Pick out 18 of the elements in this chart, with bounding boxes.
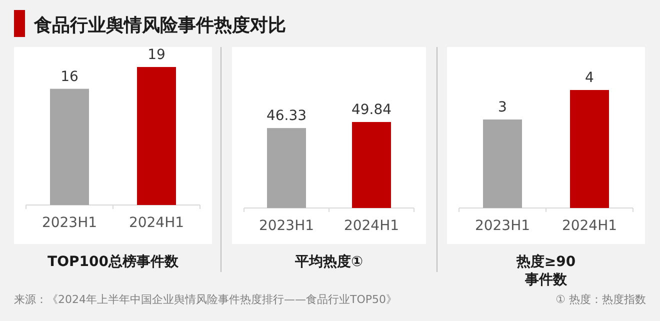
data-label: 16 bbox=[60, 68, 78, 85]
source-note: 来源：《2024年上半年中国企业舆情风险事件热度排行——食品行业TOP50》 bbox=[14, 293, 398, 306]
x-tick-label: 2024H1 bbox=[128, 215, 184, 231]
x-axis-title: 平均热度① bbox=[294, 253, 364, 270]
data-label: 3 bbox=[498, 100, 507, 116]
x-tick-label: 2023H1 bbox=[42, 215, 98, 231]
x-tick-label: 2023H1 bbox=[258, 218, 314, 234]
data-label: 19 bbox=[148, 47, 166, 63]
x-axis-title: TOP100总榜事件数 bbox=[48, 253, 180, 270]
x-tick-label: 2023H1 bbox=[474, 218, 530, 234]
text: 食品行业舆情风险事件热度对比 bbox=[33, 15, 286, 36]
x-tick-label: 2024H1 bbox=[344, 218, 400, 234]
data-label: 46.33 bbox=[266, 108, 307, 124]
x-axis-title: 热度≥90 事件数 bbox=[515, 253, 576, 288]
x-tick-label: 2024H1 bbox=[562, 218, 618, 234]
data-label: 49.84 bbox=[351, 102, 392, 118]
text: ① 热度：热度指数 bbox=[556, 293, 646, 306]
data-label: 4 bbox=[585, 70, 594, 86]
